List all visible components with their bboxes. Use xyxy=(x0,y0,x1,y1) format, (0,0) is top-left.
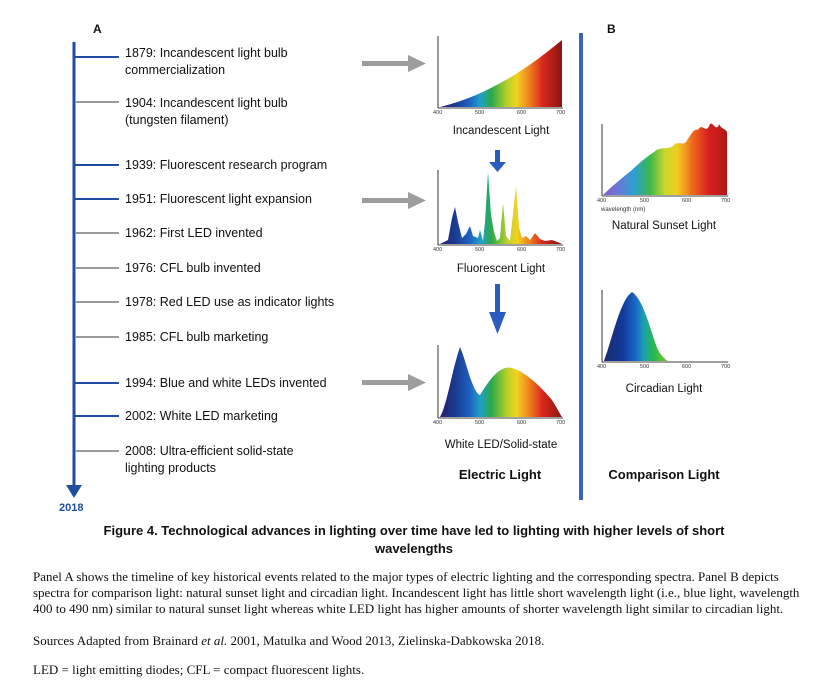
tick-label: 400 xyxy=(597,364,607,370)
sources-line: Sources Adapted from Brainard et al. 200… xyxy=(33,633,803,649)
tick-label: 500 xyxy=(475,247,485,253)
fluorescent-caption: Fluorescent Light xyxy=(456,263,546,275)
tick-label: 700 xyxy=(556,247,566,253)
tick-label: 500 xyxy=(640,198,650,204)
electric-light-title: Electric Light xyxy=(458,467,542,482)
abbreviations-line: LED = light emitting diodes; CFL = compa… xyxy=(33,662,365,677)
tick-label: 500 xyxy=(475,420,485,426)
spectra-graphics xyxy=(437,36,728,419)
timeline-event: 1951: Fluorescent light expansion xyxy=(125,192,312,206)
tick-label: 400 xyxy=(433,110,443,116)
tick-label: 600 xyxy=(517,110,527,116)
timeline-event: 2002: White LED marketing xyxy=(125,409,278,423)
figure-title: Figure 4. Technological advances in ligh… xyxy=(103,523,725,556)
tick-label: 400 xyxy=(433,247,443,253)
circadian-spectrum xyxy=(601,290,728,363)
tick-label: 400 xyxy=(433,420,443,426)
sources-prefix: Sources Adapted from Brainard xyxy=(33,633,202,648)
tick-label: 700 xyxy=(721,364,731,370)
timeline-tick-11 xyxy=(75,450,119,452)
timeline-event: 1879: Incandescent light bulb commercial… xyxy=(125,46,288,77)
incandescent-caption: Incandescent Light xyxy=(452,125,550,137)
tick-label: 700 xyxy=(721,198,731,204)
timeline-tick-8 xyxy=(75,336,119,338)
sunset-xlabel: wavelength (nm) xyxy=(601,207,646,213)
timeline-event: 1978: Red LED use as indicator lights xyxy=(125,295,335,309)
timeline-event: 2008: Ultra-efficient solid-state lighti… xyxy=(125,444,294,475)
tick-label: 400 xyxy=(597,198,607,204)
timeline-tick-2 xyxy=(75,101,119,103)
timeline-tick-6 xyxy=(75,267,119,269)
description-paragraph: Panel A shows the timeline of key histor… xyxy=(33,569,800,616)
tick-label: 600 xyxy=(517,420,527,426)
gray-arrows xyxy=(362,33,583,500)
timeline-tick-9 xyxy=(75,382,119,384)
tick-label: 500 xyxy=(640,364,650,370)
timeline-tick-5 xyxy=(75,232,119,234)
timeline-event: 1904: Incandescent light bulb (tungsten … xyxy=(125,96,288,127)
panel-a-label: A xyxy=(93,22,102,36)
panel-b-label: B xyxy=(607,22,616,36)
timeline-event: 1939: Fluorescent research program xyxy=(125,158,328,172)
sunset-caption: Natural Sunset Light xyxy=(611,220,717,232)
timeline-axis xyxy=(66,42,82,498)
fluorescent-spectrum xyxy=(437,170,563,246)
timeline-tick-3 xyxy=(75,164,119,166)
tick-label: 600 xyxy=(682,198,692,204)
timeline-event: 1976: CFL bulb invented xyxy=(125,261,261,275)
incandescent-spectrum xyxy=(437,36,563,109)
comparison-light-title: Comparison Light xyxy=(608,467,720,482)
tick-label: 600 xyxy=(682,364,692,370)
tick-label: 700 xyxy=(556,110,566,116)
timeline-tick-10 xyxy=(75,415,119,417)
circadian-caption: Circadian Light xyxy=(625,383,703,395)
white-led-spectrum xyxy=(437,345,563,419)
white-led-caption: White LED/Solid-state xyxy=(444,439,558,451)
timeline-event: 1994: Blue and white LEDs invented xyxy=(125,376,327,390)
timeline-tick-4 xyxy=(75,198,119,200)
timeline-event: 1985: CFL bulb marketing xyxy=(125,330,269,344)
sources-suffix: 2001, Matulka and Wood 2013, Zielinska-D… xyxy=(227,633,545,648)
timeline-tick-7 xyxy=(75,301,119,303)
sunset-spectrum xyxy=(601,123,728,197)
timeline-tick-1 xyxy=(75,56,119,58)
sources-etal: et al. xyxy=(201,633,228,648)
tick-label: 700 xyxy=(556,420,566,426)
timeline-end-year: 2018 xyxy=(59,502,84,514)
tick-label: 500 xyxy=(475,110,485,116)
timeline-event: 1962: First LED invented xyxy=(125,226,263,240)
tick-label: 600 xyxy=(517,247,527,253)
